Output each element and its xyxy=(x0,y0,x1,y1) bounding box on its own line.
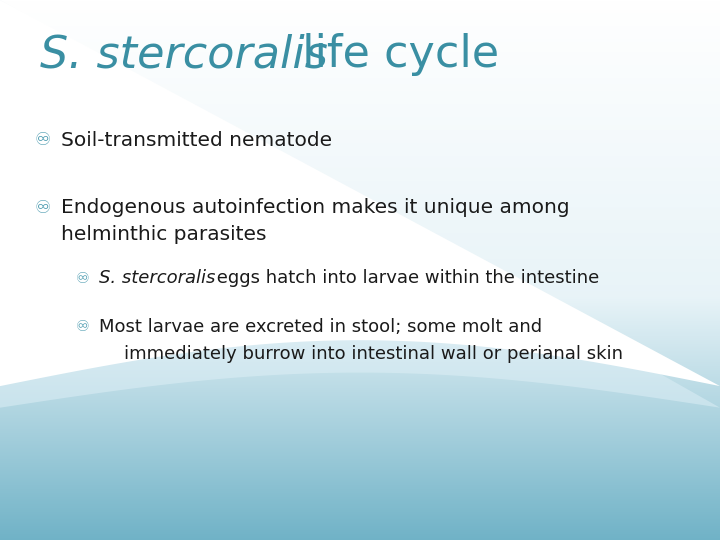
Polygon shape xyxy=(0,0,720,386)
Text: ♾: ♾ xyxy=(35,199,51,217)
Polygon shape xyxy=(0,0,720,408)
Text: ♾: ♾ xyxy=(76,271,89,286)
Text: eggs hatch into larvae within the intestine: eggs hatch into larvae within the intest… xyxy=(211,269,599,287)
Text: Most larvae are excreted in stool; some molt and: Most larvae are excreted in stool; some … xyxy=(99,318,542,336)
Text: helminthic parasites: helminthic parasites xyxy=(61,225,266,245)
Text: S. stercoralis: S. stercoralis xyxy=(99,269,216,287)
Text: Endogenous autoinfection makes it unique among: Endogenous autoinfection makes it unique… xyxy=(61,198,570,218)
Text: ♾: ♾ xyxy=(76,319,89,334)
Text: Soil-transmitted nematode: Soil-transmitted nematode xyxy=(61,131,333,150)
Text: life cycle: life cycle xyxy=(288,33,499,77)
Text: immediately burrow into intestinal wall or perianal skin: immediately burrow into intestinal wall … xyxy=(124,345,623,363)
Text: S. stercoralis: S. stercoralis xyxy=(40,33,328,77)
Text: ♾: ♾ xyxy=(35,131,51,150)
